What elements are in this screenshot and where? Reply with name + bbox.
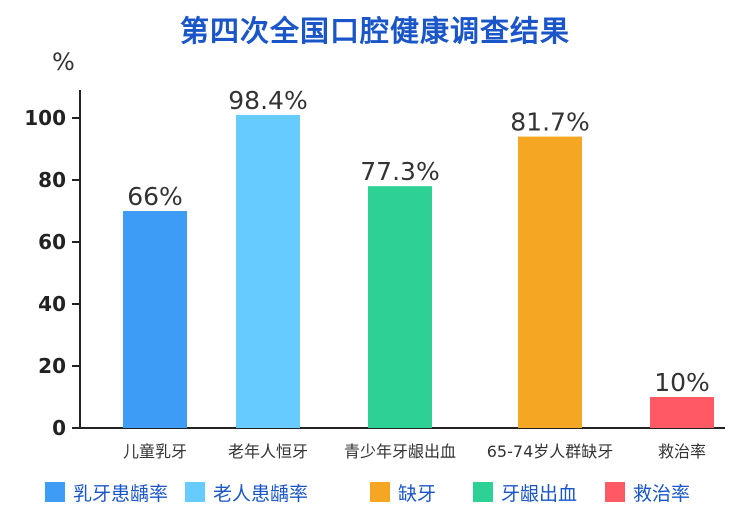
- x-tick-label: 老年人恒牙: [228, 442, 308, 461]
- legend-label: 缺牙: [398, 482, 437, 505]
- legend-item: 牙龈出血: [473, 478, 577, 506]
- legend-label: 救治率: [633, 482, 691, 505]
- legend-swatch: [605, 482, 625, 502]
- x-tick-label: 儿童乳牙: [123, 442, 187, 461]
- bar: [368, 186, 432, 428]
- y-tick-label: 40: [38, 292, 66, 316]
- y-tick-label: 0: [52, 416, 66, 440]
- legend-item: 老人患龋率: [185, 478, 308, 506]
- y-tick-label: 80: [38, 168, 66, 192]
- y-tick-label: 20: [38, 354, 66, 378]
- legend-item: 缺牙: [370, 478, 436, 506]
- y-tick-label: 100: [24, 106, 66, 130]
- bar: [236, 114, 300, 429]
- bar: [650, 397, 714, 428]
- bar: [518, 136, 582, 428]
- legend-label: 老人患龋率: [213, 482, 309, 505]
- x-tick-label: 青少年牙龈出血: [344, 442, 456, 461]
- chart-legend: 乳牙患龋率 老人患龋率 缺牙 牙龈出血 救治率: [45, 478, 745, 508]
- data-label: 10%: [654, 368, 710, 397]
- legend-item: 救治率: [605, 478, 690, 506]
- legend-item: 乳牙患龋率: [45, 478, 168, 506]
- bar-chart: 0 20 40 60 80 100 66% 儿童乳牙 98.4% 老年人恒牙 77.3% 青少年牙龈出…: [24, 86, 725, 461]
- chart-title: 第四次全国口腔健康调查结果: [179, 14, 570, 48]
- data-label: 77.3%: [360, 157, 439, 186]
- legend-swatch: [185, 482, 205, 502]
- legend-swatch: [45, 482, 65, 502]
- data-label: 81.7%: [510, 108, 589, 137]
- legend-label: 乳牙患龋率: [73, 482, 169, 505]
- legend-label: 牙龈出血: [501, 482, 578, 505]
- y-tick-label: 60: [38, 230, 66, 254]
- data-label: 66%: [127, 182, 183, 211]
- legend-swatch: [473, 482, 493, 502]
- y-axis-unit: %: [52, 48, 75, 76]
- x-tick-label: 65-74岁人群缺牙: [487, 442, 614, 461]
- bar: [123, 211, 187, 428]
- legend-swatch: [370, 482, 390, 502]
- data-label: 98.4%: [228, 86, 307, 115]
- x-tick-label: 救治率: [658, 442, 706, 461]
